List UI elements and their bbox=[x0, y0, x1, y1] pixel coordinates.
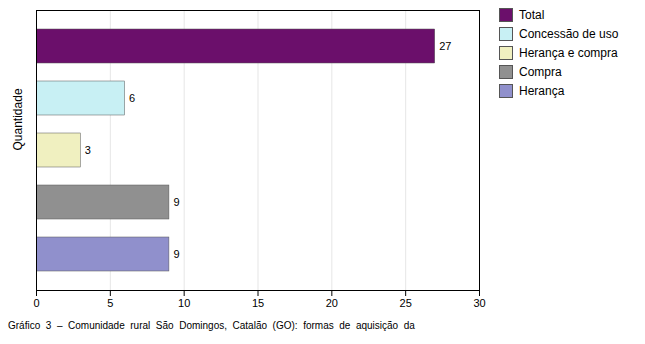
svg-text:0: 0 bbox=[33, 297, 39, 309]
html-text:Total: Total bbox=[519, 8, 545, 22]
svg-text:3: 3 bbox=[85, 144, 91, 156]
html-text:Gráfico 3 – Comunidade rural S: Gráfico 3 – Comunidade rural São Domingo… bbox=[8, 320, 415, 331]
svg-text:15: 15 bbox=[252, 297, 264, 309]
html-text:Herança: Herança bbox=[519, 84, 565, 98]
svg-text:9: 9 bbox=[173, 248, 179, 260]
html-text:Herança e compra: Herança e compra bbox=[519, 46, 618, 60]
svg-text:6: 6 bbox=[129, 92, 135, 104]
html-text:Compra: Compra bbox=[519, 65, 562, 79]
svg-text:20: 20 bbox=[326, 297, 338, 309]
svg-text:10: 10 bbox=[178, 297, 190, 309]
svg-text:25: 25 bbox=[400, 297, 412, 309]
html-text:Concessão de uso: Concessão de uso bbox=[519, 27, 619, 41]
svg-text:9: 9 bbox=[173, 196, 179, 208]
svg-text:27: 27 bbox=[439, 40, 451, 52]
svg-text:30: 30 bbox=[473, 297, 485, 309]
svg-text:5: 5 bbox=[107, 297, 113, 309]
svg-text:Quantidade: Quantidade bbox=[11, 88, 25, 150]
